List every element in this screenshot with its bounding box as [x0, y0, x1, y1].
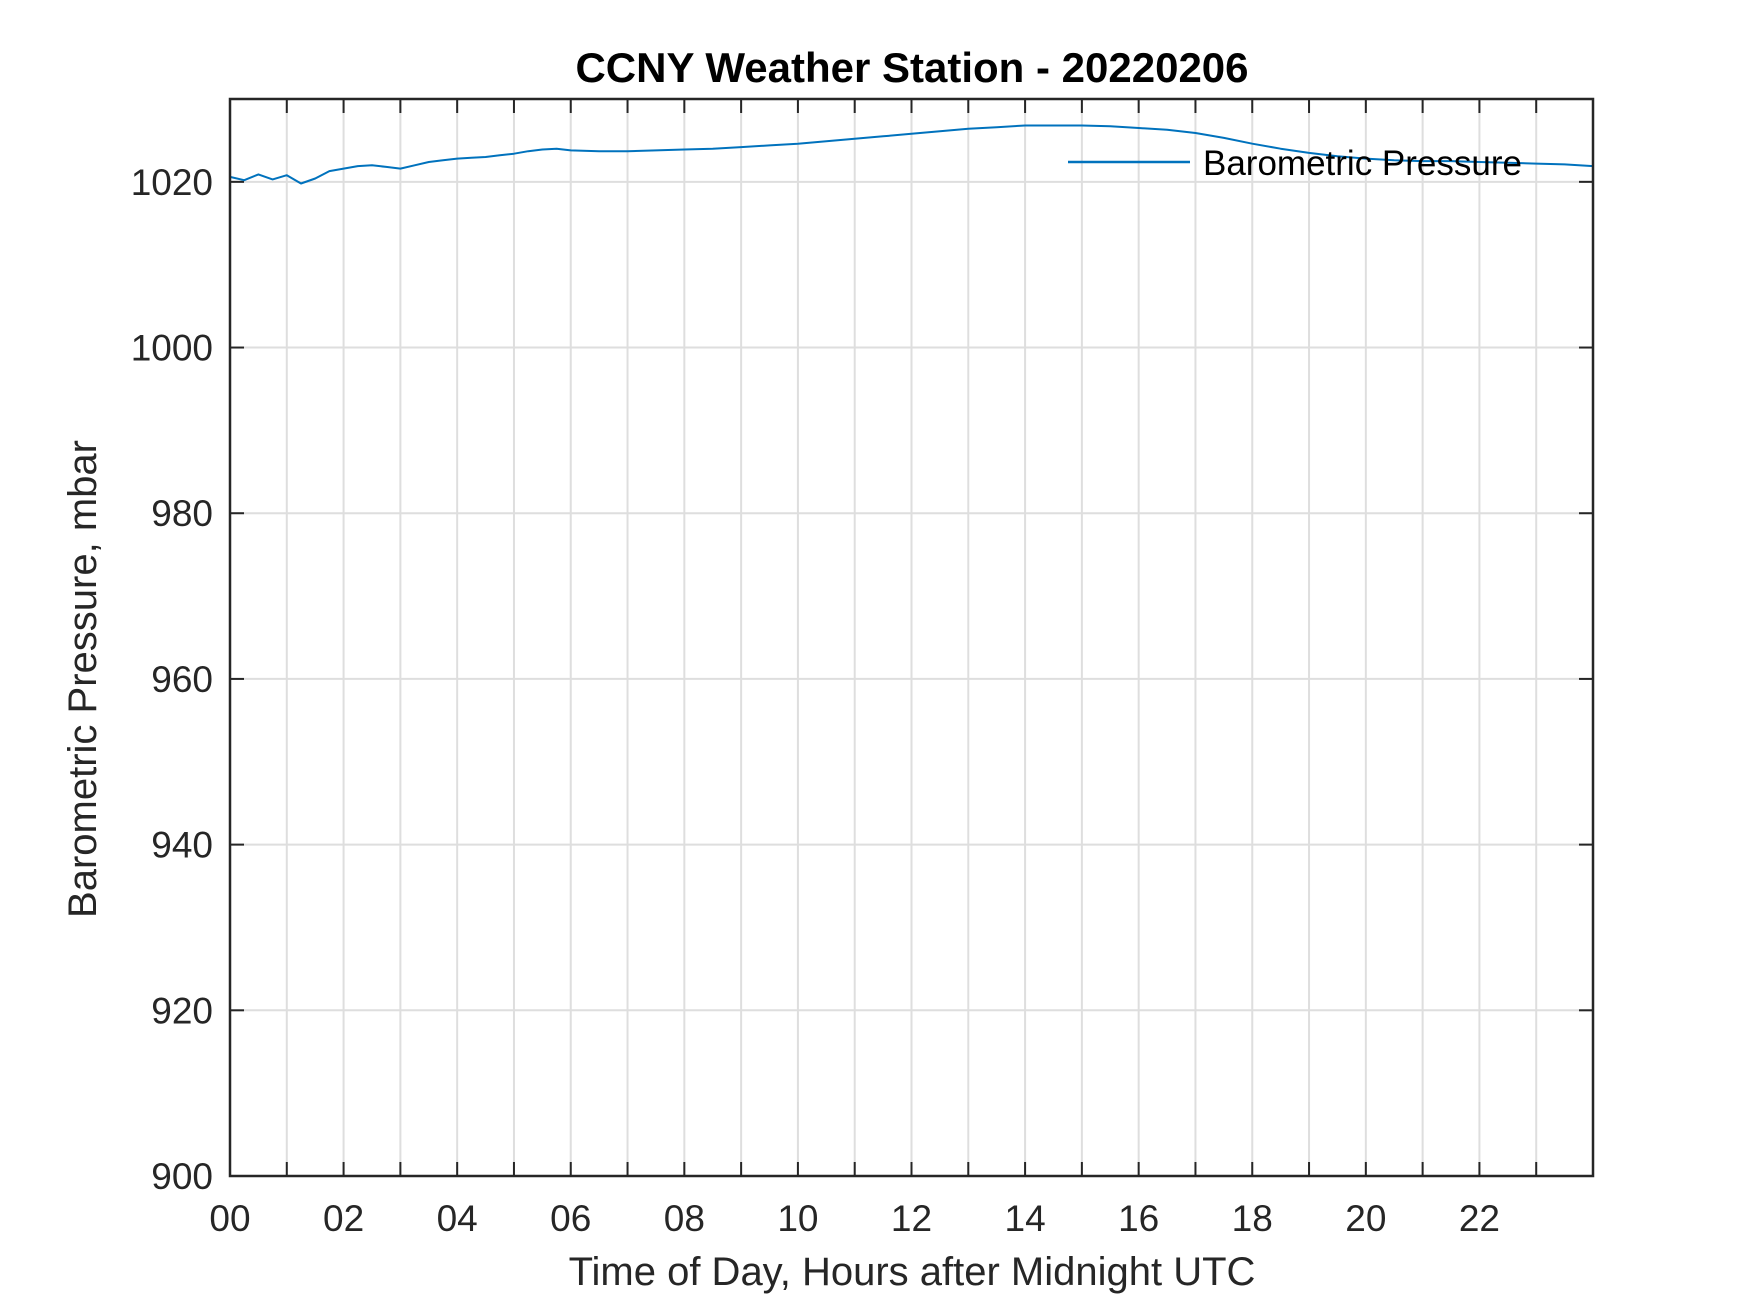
x-tick-label: 14 [1005, 1198, 1046, 1239]
x-tick-label: 16 [1118, 1198, 1159, 1239]
series-layer [229, 124, 1594, 185]
y-axis-label: Barometric Pressure, mbar [61, 440, 105, 918]
x-tick-label: 10 [777, 1198, 818, 1239]
tick-labels: 00 02 04 06 08 10 12 14 16 18 20 22 900 920 940 960 980 1… [131, 162, 1500, 1239]
y-tick-label: 960 [151, 659, 213, 700]
plot-frame [228, 97, 1595, 1178]
y-tick-label: 1000 [131, 328, 213, 369]
x-tick-label: 06 [550, 1198, 591, 1239]
x-tick-label: 08 [664, 1198, 705, 1239]
legend-label: Barometric Pressure [1203, 144, 1522, 183]
chart-title: CCNY Weather Station - 20220206 [575, 44, 1248, 91]
x-tick-label: 02 [323, 1198, 364, 1239]
y-tick-label: 940 [151, 825, 213, 866]
x-tick-label: 18 [1232, 1198, 1273, 1239]
y-tick-label: 1020 [131, 162, 213, 203]
x-tick-label: 04 [437, 1198, 478, 1239]
x-tick-label: 00 [209, 1198, 250, 1239]
y-tick-label: 980 [151, 493, 213, 534]
series-line [229, 124, 1594, 185]
x-tick-label: 20 [1345, 1198, 1386, 1239]
y-tick-label: 920 [151, 990, 213, 1031]
x-tick-label: 22 [1459, 1198, 1500, 1239]
legend: Barometric Pressure [1068, 144, 1522, 183]
axis-ticks [229, 99, 1593, 1177]
x-tick-label: 12 [891, 1198, 932, 1239]
grid-lines [230, 99, 1593, 1176]
y-tick-label: 900 [151, 1156, 213, 1197]
x-axis-label: Time of Day, Hours after Midnight UTC [569, 1250, 1256, 1294]
